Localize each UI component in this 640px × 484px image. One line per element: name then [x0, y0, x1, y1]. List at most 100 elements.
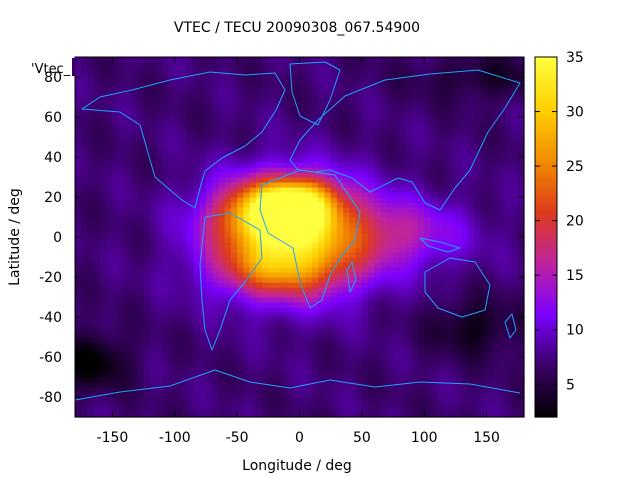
heatmap-cell — [87, 317, 95, 323]
heatmap-cell — [162, 297, 170, 303]
heatmap-cell — [224, 392, 232, 398]
heatmap-cell — [318, 122, 326, 128]
heatmap-cell — [181, 362, 188, 368]
heatmap-cell — [230, 237, 238, 243]
heatmap-cell — [124, 112, 132, 118]
heatmap-cell — [205, 277, 213, 283]
heatmap-cell — [442, 152, 450, 158]
heatmap-cell — [411, 252, 419, 258]
heatmap-cell — [368, 307, 375, 313]
heatmap-cell — [181, 252, 188, 258]
heatmap-cell — [411, 222, 419, 228]
heatmap-cell — [181, 67, 188, 73]
heatmap-cell — [467, 382, 475, 388]
heatmap-cell — [137, 117, 145, 123]
heatmap-cell — [424, 107, 432, 113]
heatmap-cell — [287, 277, 294, 283]
heatmap-cell — [287, 107, 294, 113]
heatmap-cell — [99, 382, 107, 388]
heatmap-cell — [149, 67, 157, 73]
heatmap-cell — [93, 157, 101, 163]
heatmap-cell — [262, 102, 269, 108]
heatmap-cell — [374, 387, 382, 393]
heatmap-cell — [199, 72, 207, 78]
heatmap-cell — [330, 137, 338, 143]
heatmap-cell — [355, 282, 363, 288]
heatmap-cell — [174, 412, 182, 418]
heatmap-cell — [299, 157, 307, 163]
heatmap-cell — [118, 352, 126, 358]
heatmap-cell — [243, 332, 251, 338]
heatmap-cell — [205, 247, 213, 253]
heatmap-cell — [137, 142, 145, 148]
heatmap-cell — [386, 127, 394, 133]
heatmap-cell — [355, 72, 363, 78]
heatmap-cell — [393, 97, 400, 103]
heatmap-cell — [193, 337, 201, 343]
heatmap-cell — [349, 87, 357, 93]
heatmap-cell — [193, 377, 201, 383]
heatmap-cell — [187, 192, 195, 198]
heatmap-cell — [112, 117, 120, 123]
heatmap-cell — [393, 257, 400, 263]
heatmap-cell — [517, 192, 525, 198]
heatmap-cell — [361, 157, 369, 163]
heatmap-cell — [99, 207, 107, 213]
heatmap-cell — [361, 187, 369, 193]
heatmap-cell — [81, 82, 89, 88]
heatmap-cell — [156, 317, 163, 323]
heatmap-cell — [112, 302, 120, 308]
heatmap-cell — [230, 107, 238, 113]
heatmap-cell — [355, 317, 363, 323]
heatmap-cell — [249, 312, 257, 318]
heatmap-cell — [430, 82, 438, 88]
heatmap-cell — [280, 197, 288, 203]
heatmap-cell — [467, 282, 475, 288]
heatmap-cell — [174, 402, 182, 408]
heatmap-cell — [517, 122, 525, 128]
heatmap-cell — [517, 92, 525, 98]
heatmap-cell — [330, 402, 338, 408]
heatmap-cell — [474, 237, 481, 243]
heatmap-cell — [442, 172, 450, 178]
heatmap-cell — [205, 82, 213, 88]
heatmap-cell — [442, 212, 450, 218]
heatmap-cell — [106, 372, 114, 378]
heatmap-cell — [243, 272, 251, 278]
heatmap-cell — [305, 362, 313, 368]
heatmap-cell — [131, 227, 138, 233]
heatmap-cell — [311, 262, 319, 268]
heatmap-cell — [93, 277, 101, 283]
heatmap-cell — [417, 337, 425, 343]
heatmap-cell — [249, 327, 257, 333]
heatmap-cell — [374, 287, 382, 293]
heatmap-cell — [293, 372, 301, 378]
heatmap-cell — [262, 347, 269, 353]
heatmap-cell — [75, 97, 82, 103]
heatmap-cell — [168, 177, 176, 183]
heatmap-cell — [174, 182, 182, 188]
heatmap-cell — [442, 347, 450, 353]
heatmap-cell — [499, 87, 506, 93]
heatmap-cell — [75, 332, 82, 338]
heatmap-cell — [442, 277, 450, 283]
heatmap-cell — [374, 237, 382, 243]
heatmap-cell — [449, 372, 457, 378]
heatmap-cell — [436, 182, 444, 188]
heatmap-cell — [118, 87, 126, 93]
heatmap-cell — [124, 157, 132, 163]
heatmap-cell — [224, 367, 232, 373]
heatmap-cell — [156, 372, 163, 378]
heatmap-cell — [461, 77, 469, 83]
heatmap-cell — [237, 202, 244, 208]
heatmap-cell — [455, 242, 463, 248]
heatmap-cell — [174, 92, 182, 98]
heatmap-cell — [75, 312, 82, 318]
heatmap-cell — [430, 372, 438, 378]
heatmap-cell — [343, 152, 350, 158]
heatmap-cell — [405, 102, 413, 108]
heatmap-cell — [274, 262, 282, 268]
heatmap-cell — [293, 237, 301, 243]
heatmap-cell — [361, 302, 369, 308]
heatmap-cell — [106, 402, 114, 408]
